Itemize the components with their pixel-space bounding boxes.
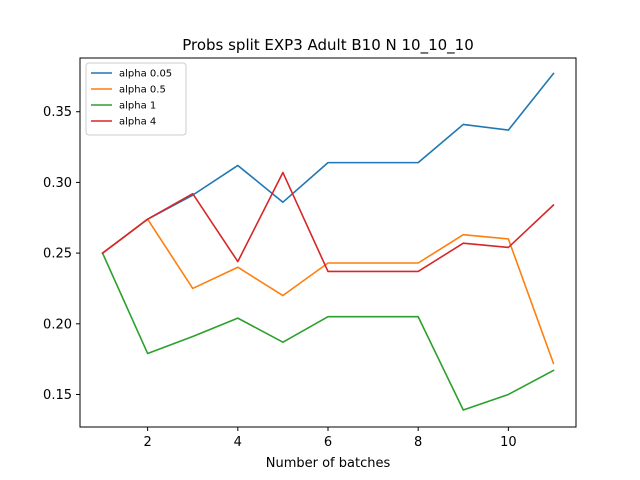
legend-label-1: alpha 0.5: [119, 85, 166, 96]
series-line-1: [101, 218, 555, 365]
y-axis: 0.15 0.20 0.25 0.30 0.35: [43, 105, 80, 403]
x-tick-label: 4: [234, 435, 242, 450]
y-tick-label: 0.35: [43, 105, 72, 120]
legend-label-0: alpha 0.05: [119, 69, 172, 80]
legend-label-3: alpha 4: [119, 117, 156, 128]
x-tick-label: 8: [414, 435, 422, 450]
y-tick-label: 0.20: [43, 317, 72, 332]
legend-box: [85, 62, 187, 136]
y-tick-label: 0.15: [43, 388, 72, 403]
series-line-0: [101, 72, 555, 255]
x-tick-label: 10: [500, 435, 517, 450]
legend: alpha 0.05 alpha 0.5 alpha 1 alpha 4: [85, 62, 187, 136]
y-tick-label: 0.25: [43, 247, 72, 262]
chart-title: Probs split EXP3 Adult B10 N 10_10_10: [182, 36, 474, 55]
legend-label-2: alpha 1: [119, 101, 156, 112]
series-line-2: [101, 252, 555, 411]
y-tick-label: 0.30: [43, 176, 72, 191]
x-tick-label: 6: [324, 435, 332, 450]
series-line-3: [101, 171, 555, 273]
x-axis-title: Number of batches: [266, 456, 391, 471]
series-layer: [101, 72, 555, 411]
x-axis: 2 4 6 8 10: [143, 427, 517, 450]
x-tick-label: 2: [143, 435, 151, 450]
